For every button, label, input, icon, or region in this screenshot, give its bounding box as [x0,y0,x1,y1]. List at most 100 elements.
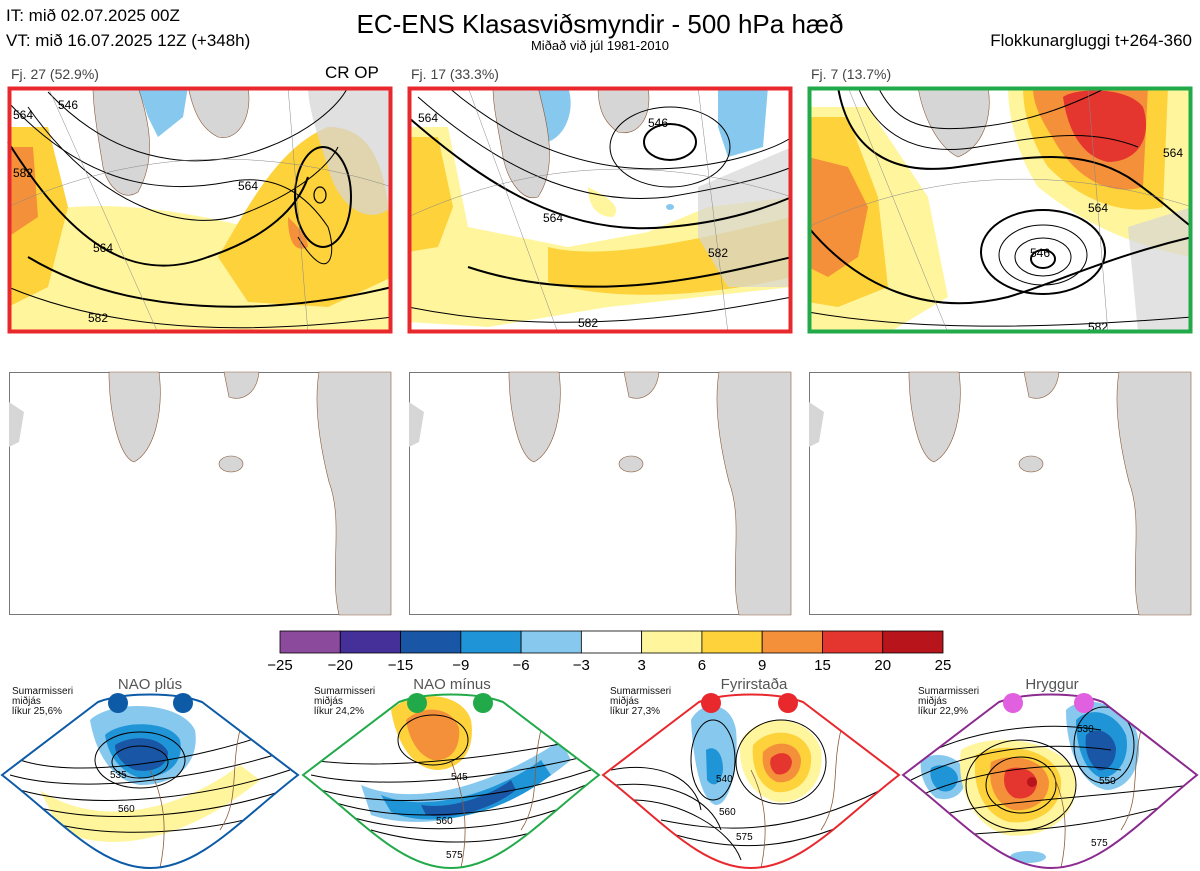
colorbar-tick-label: 9 [758,657,767,674]
colorbar-tick-label: 15 [814,657,831,674]
contour-label: 582 [88,311,108,325]
mean-text: miðjás [12,696,41,707]
cluster-3-label: Fj. 7 (13.7%) [811,66,892,82]
regime-4-title: Hryggur [1025,676,1079,693]
contour-label: 564 [238,179,258,193]
colorbar-tick-label: −15 [387,657,414,674]
contour-label: 564 [1163,146,1183,160]
colorbar-swatch [460,630,522,654]
colorbar-tick-label: −6 [512,657,530,674]
regime-frame [0,693,300,870]
colorbar-swatch [761,630,823,654]
cluster-1-map[interactable]: 546 564 564 564 582 582 [7,86,393,334]
colorbar-swatch [400,630,462,654]
colorbar-swatch [882,630,944,654]
regime-1-map[interactable]: 535 560 [0,690,300,871]
contour-label: 564 [418,111,438,125]
season-text: Sumarmisseri [918,686,980,697]
regime-3-map[interactable]: 540 560 575 [601,690,901,871]
colorbar-tick-label: −20 [327,657,353,674]
colorbar-swatch [279,630,341,654]
colorbar [279,630,944,654]
regime-1-title: NAO plús [117,676,183,693]
colorbar-tick-label: 25 [934,657,952,674]
regime-frame [601,693,901,870]
contour-label: 560 [719,807,736,818]
cluster-3-map[interactable]: 546 564 564 582 [807,86,1193,334]
colorbar-tick-label: −3 [572,657,590,674]
contour-label: 535 [110,770,127,781]
regime-marker-dot [407,693,427,713]
regime-marker-dot [173,693,193,713]
regime-1-info: Sumarmisseri miðjás líkur 25,6% [12,687,102,717]
mean-text: miðjás [314,696,343,707]
contour-label: 540 [716,774,733,785]
colorbar-swatch [520,630,582,654]
regime-3-info: Sumarmisseri miðjás líkur 27,3% [610,687,700,717]
colorbar-swatch [339,630,401,654]
contour-label: 575 [736,832,753,843]
regime-3-title: Fyrirstaða [720,676,788,693]
regime-2-title: NAO mínus [413,676,491,693]
likelihood-text: líkur 25,6% [12,706,63,717]
mean-text: miðjás [918,696,947,707]
season-text: Sumarmisseri [314,686,376,697]
regime-marker-dot [1003,693,1023,713]
regime-marker-dot [701,693,721,713]
cluster-2-map[interactable]: 546 564 564 582 582 [407,86,793,334]
colorbar-tick-label: −9 [452,657,470,674]
regime-marker-dot [1074,693,1094,713]
regime-4-info: Sumarmisseri miðjás líkur 22,9% [918,687,1008,717]
regime-2-info: Sumarmisseri miðjás líkur 24,2% [314,687,404,717]
likelihood-text: líkur 24,2% [314,706,365,717]
empty-map-3[interactable] [809,371,1192,616]
climatology-subtitle: Miðað við júl 1981-2010 [530,38,670,53]
contour-label: 560 [436,816,453,827]
cluster-frame [7,86,393,334]
contour-label: 550 [1099,776,1116,787]
cluster-1-tag: CR OP [325,63,379,82]
regime-marker-dot [108,693,128,713]
contour-label: 564 [13,108,33,122]
colorbar-tick-label: 3 [637,657,646,674]
likelihood-text: líkur 27,3% [610,706,661,717]
colorbar-tick-label: −25 [267,657,293,674]
contour-label: 560 [118,804,135,815]
contour-label: 564 [543,211,563,225]
colorbar-swatch [822,630,884,654]
regime-marker-dot [473,693,493,713]
colorbar-tick-label: 20 [874,657,892,674]
colorbar-swatch [641,630,703,654]
contour-label: 582 [13,166,33,180]
regime-frame [901,693,1199,870]
mean-text: miðjás [610,696,639,707]
colorbar-swatch [701,630,763,654]
empty-map-1[interactable] [9,371,392,616]
init-time: IT: mið 02.07.2025 00Z [6,6,180,25]
contour-label: 575 [446,850,463,861]
contour-label: 582 [708,246,728,260]
contour-label: 546 [1030,246,1050,260]
likelihood-text: líkur 22,9% [918,706,969,717]
colorbar-swatch [580,630,643,654]
contour-label: 575 [1091,838,1108,849]
cluster-2-label: Fj. 17 (33.3%) [411,66,499,82]
empty-map-2[interactable] [409,371,792,616]
contour-label: 546 [648,116,668,130]
valid-time: VT: mið 16.07.2025 12Z (+348h) [6,31,251,50]
contour-label: 564 [1088,201,1108,215]
cluster-frame [807,86,1193,334]
contour-label: 546 [58,98,78,112]
contour-label: 545 [451,772,468,783]
regime-4-map[interactable]: 530 550 575 [901,690,1200,871]
season-text: Sumarmisseri [610,686,672,697]
page-title: EC-ENS Klasasviðsmyndir - 500 hPa hæð [356,9,844,39]
regime-marker-dot [778,693,798,713]
classification-window: Flokkunargluggi t+264-360 [990,31,1192,50]
cluster-1-label: Fj. 27 (52.9%) [11,66,99,82]
regime-2-map[interactable]: 545 560 575 [301,690,601,871]
cluster-frame [407,86,793,334]
contour-label: 564 [93,241,113,255]
season-text: Sumarmisseri [12,686,74,697]
regime-frame [301,693,601,870]
